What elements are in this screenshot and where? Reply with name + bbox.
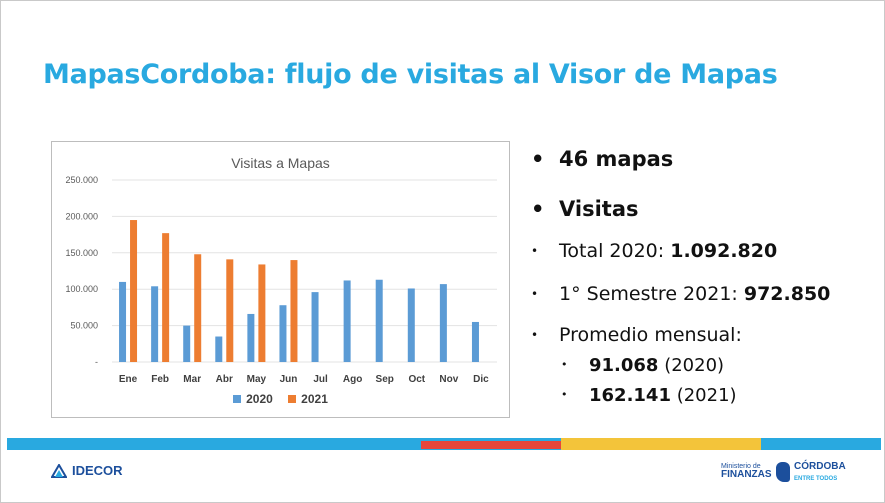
y-tick-label: 100.000 [65,284,98,294]
cordoba-text-wrap: CÓRDOBA ENTRE TODOS [794,461,846,483]
x-tick-label: Jul [313,374,328,385]
x-tick-label: Jun [280,374,298,385]
visits-chart: Visitas a Mapas - 50.000 100.000 150.000 200… [51,141,510,418]
x-tick-label: Nov [439,374,458,385]
ministry-logo: Ministerio de FINANZAS [721,463,772,480]
bullet-semester-text: 1° Semestre 2021: 972.850 [559,283,830,305]
bar-2020-ene [119,281,127,362]
bullet-total-text: Total 2020: 1.092.820 [559,240,777,262]
y-tick-label: 200.000 [65,211,98,221]
bullet-dot: • [561,358,568,371]
bar-2020-oct [407,288,415,362]
y-tick-label: 50.000 [70,321,98,331]
bullet-dot: • [531,287,539,301]
slide-title: MapasCordoba: flujo de visitas al Visor … [43,59,778,90]
idecor-text: IDECOR [72,463,123,478]
x-tick-label: Abr [216,374,233,385]
total-value: 1.092.820 [670,240,778,262]
bar-2020-feb [151,286,159,362]
idecor-logo: IDECOR [51,463,123,478]
bullet-maps-text: 46 mapas [559,147,674,171]
y-tick-label: 150.000 [65,248,98,258]
bar-2020-dic [471,321,479,362]
bar-2021-mar [194,254,202,362]
bar-2020-sep [375,279,383,362]
ministry-line1: Ministerio de [721,463,761,470]
bar-2020-ago [343,280,351,362]
x-tick-label: Mar [183,374,201,385]
legend-label-2021: 2021 [301,392,328,406]
x-tick-label: Sep [376,374,394,385]
avg-2021-value: 162.141 [589,385,671,406]
idecor-icon [51,463,67,478]
bullet-dot: • [531,147,545,171]
avg-2020-year: (2020) [658,355,725,376]
bar-2020-nov [439,284,447,362]
avg-2020-value: 91.068 [589,355,659,376]
chart-title: Visitas a Mapas [231,155,330,171]
bar-2020-jun [279,305,287,362]
footer-band-red [421,441,581,449]
bullet-dot: • [531,328,539,342]
bar-2020-abr [215,336,223,362]
x-tick-label: Oct [408,374,425,385]
bullet-visits-text: Visitas [559,197,639,221]
legend-swatch-2020 [233,395,242,403]
chart-legend: 2020 2021 [52,392,509,406]
bar-2021-ene [130,220,138,362]
bar-2021-jun [290,260,298,362]
total-label: Total 2020: [559,240,671,262]
legend-item-2020: 2020 [233,392,273,406]
bullet-dot: • [531,244,539,258]
bullet-dot: • [531,197,545,221]
semester-value: 972.850 [743,283,831,305]
bar-2021-abr [226,259,234,362]
x-tick-label: Ene [119,374,138,385]
cordoba-sub: ENTRE TODOS [794,476,838,482]
x-tick-label: Feb [151,374,169,385]
bar-2021-feb [162,233,170,362]
bar-2020-mar [183,325,191,362]
avg-2020-text: 91.068 (2020) [589,355,724,376]
y-tick-label: - [95,357,98,367]
avg-2021-year: (2021) [670,385,737,406]
semester-label: 1° Semestre 2021: [559,283,744,305]
legend-item-2021: 2021 [288,392,328,406]
avg-2021-text: 162.141 (2021) [589,385,737,406]
x-tick-label: Ago [343,374,362,385]
bar-2020-may [247,313,255,362]
x-tick-label: Dic [473,374,489,385]
chart-plot: - 50.000 100.000 150.000 200.000 250.000 Ene Fe… [65,175,497,385]
footer-band-yellow [561,438,761,450]
legend-swatch-2021 [288,395,297,403]
y-tick-label: 250.000 [65,175,98,185]
bullet-dot: • [561,388,568,401]
average-label: Promedio mensual: [559,324,742,346]
x-tick-label: May [247,374,267,385]
legend-label-2020: 2020 [246,392,273,406]
ministry-line2: FINANZAS [721,469,772,480]
cordoba-logo: CÓRDOBA ENTRE TODOS [776,461,846,483]
cordoba-map-icon [776,462,790,482]
cordoba-text: CÓRDOBA [794,461,846,472]
bar-2021-may [258,264,266,362]
bar-2020-jul [311,292,319,362]
